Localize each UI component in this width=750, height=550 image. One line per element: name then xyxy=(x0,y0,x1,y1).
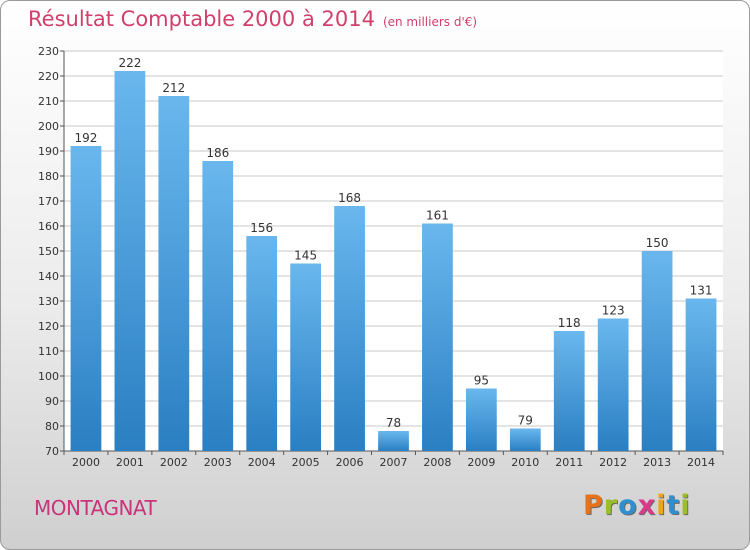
bar xyxy=(202,161,234,451)
data-label: 156 xyxy=(250,221,273,235)
x-tick-label: 2013 xyxy=(643,456,671,469)
y-tick-label: 70 xyxy=(45,445,59,458)
data-label: 192 xyxy=(75,131,98,145)
logo-letter: r xyxy=(603,490,619,521)
y-tick-label: 210 xyxy=(38,95,59,108)
y-tick-label: 80 xyxy=(45,420,59,433)
x-tick-label: 2008 xyxy=(423,456,451,469)
x-tick-label: 2014 xyxy=(687,456,715,469)
logo-letter: i xyxy=(680,490,691,521)
chart-unit: (en milliers d'€) xyxy=(382,15,478,29)
data-label: 79 xyxy=(518,414,533,428)
data-label: 118 xyxy=(558,316,581,330)
logo-letter: P xyxy=(583,490,604,521)
data-label: 186 xyxy=(206,146,229,160)
data-label: 212 xyxy=(162,81,185,95)
x-tick-label: 2010 xyxy=(511,456,539,469)
y-tick-label: 100 xyxy=(38,370,59,383)
data-label: 168 xyxy=(338,191,361,205)
y-tick-label: 220 xyxy=(38,70,59,83)
x-tick-label: 2003 xyxy=(204,456,232,469)
bar xyxy=(597,318,629,451)
x-tick-label: 2000 xyxy=(72,456,100,469)
bar xyxy=(290,263,322,451)
y-tick-label: 180 xyxy=(38,170,59,183)
data-label: 222 xyxy=(118,56,141,70)
y-tick-label: 170 xyxy=(38,195,59,208)
bar xyxy=(553,331,585,451)
data-label: 123 xyxy=(602,304,625,318)
y-tick-label: 190 xyxy=(38,145,59,158)
x-tick-label: 2006 xyxy=(336,456,364,469)
y-tick-label: 110 xyxy=(38,345,59,358)
chart-title: Résultat Comptable 2000 à 2014 (en millie… xyxy=(28,7,477,31)
logo-letter: x xyxy=(637,490,657,521)
x-tick-label: 2004 xyxy=(248,456,276,469)
data-label: 78 xyxy=(386,416,401,430)
logo-letter: o xyxy=(618,490,638,521)
logo-letter: t xyxy=(666,490,681,521)
bar xyxy=(685,298,717,451)
chart-title-text: Résultat Comptable 2000 à 2014 xyxy=(28,7,375,31)
bar xyxy=(422,223,453,451)
x-tick-label: 2011 xyxy=(555,456,583,469)
data-label: 95 xyxy=(474,374,489,388)
bar xyxy=(246,236,278,451)
data-label: 131 xyxy=(690,284,713,298)
x-tick-label: 2007 xyxy=(380,456,408,469)
y-tick-label: 140 xyxy=(38,270,59,283)
y-tick-label: 230 xyxy=(38,45,59,58)
x-tick-label: 2009 xyxy=(467,456,495,469)
bar xyxy=(641,251,673,451)
x-tick-label: 2001 xyxy=(116,456,144,469)
bar xyxy=(509,428,541,451)
x-tick-label: 2002 xyxy=(160,456,188,469)
y-tick-label: 150 xyxy=(38,245,59,258)
y-tick-label: 120 xyxy=(38,320,59,333)
bar xyxy=(334,206,365,451)
y-tick-label: 200 xyxy=(38,120,59,133)
logo-letter: i xyxy=(656,490,667,521)
data-label: 145 xyxy=(294,249,317,263)
bar xyxy=(70,146,102,451)
y-tick-label: 160 xyxy=(38,220,59,233)
x-tick-label: 2005 xyxy=(292,456,320,469)
proxiti-logo: Proxiti xyxy=(583,490,691,521)
bar xyxy=(465,388,497,451)
y-tick-label: 130 xyxy=(38,295,59,308)
bar xyxy=(378,431,409,451)
y-tick-label: 90 xyxy=(45,395,59,408)
commune-name: MONTAGNAT xyxy=(34,496,157,520)
data-label: 161 xyxy=(426,209,449,223)
data-label: 150 xyxy=(646,236,669,250)
x-tick-label: 2012 xyxy=(599,456,627,469)
bar xyxy=(114,71,146,451)
bar xyxy=(158,96,190,451)
